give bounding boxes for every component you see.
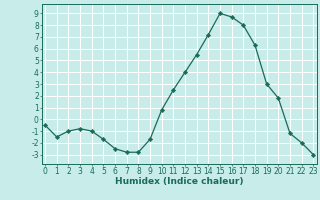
X-axis label: Humidex (Indice chaleur): Humidex (Indice chaleur): [115, 177, 244, 186]
